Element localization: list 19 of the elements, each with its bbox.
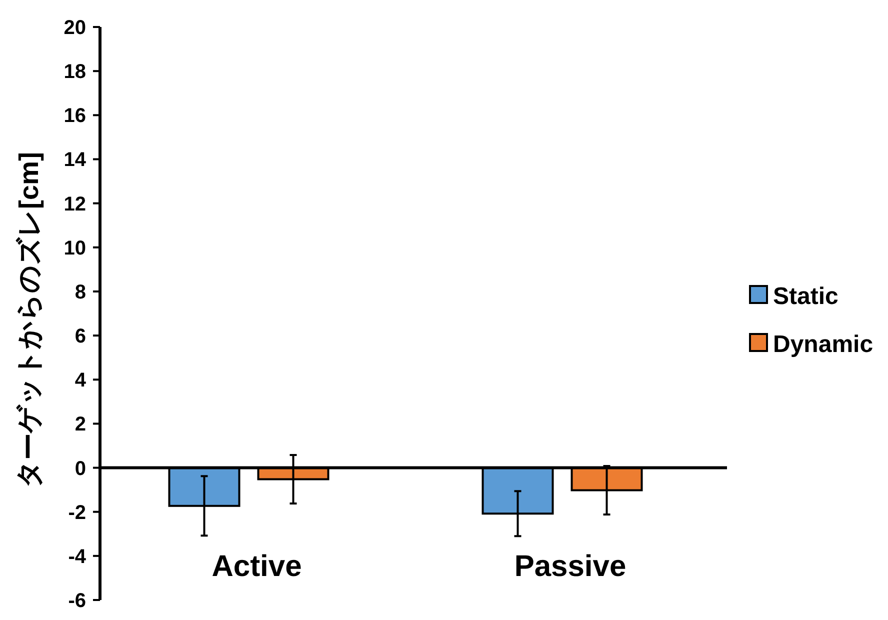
y-tick-label: 14 — [64, 149, 87, 172]
y-tick-label: 10 — [64, 237, 86, 260]
x-tick-label: Passive — [514, 550, 626, 583]
y-tick-label: 12 — [64, 193, 86, 216]
y-tick-label: 2 — [74, 414, 86, 436]
y-axis-title: ターゲットからのズレ[cm] — [14, 152, 44, 488]
y-tick-label: 0 — [74, 458, 86, 480]
legend-label: Dynamic — [773, 331, 874, 358]
y-tick-label: 4 — [74, 370, 87, 392]
y-tick-label: 16 — [64, 105, 86, 128]
y-tick-label: -4 — [68, 546, 87, 568]
y-tick-label: 6 — [74, 326, 86, 348]
y-tick-label: 20 — [64, 17, 86, 39]
y-tick-label: 18 — [64, 61, 86, 84]
x-tick-label: Active — [212, 550, 302, 583]
legend-label: Static — [773, 283, 838, 310]
y-tick-label: -6 — [68, 590, 86, 612]
y-tick-label: 8 — [74, 281, 86, 304]
y-tick-label: -2 — [68, 502, 86, 524]
